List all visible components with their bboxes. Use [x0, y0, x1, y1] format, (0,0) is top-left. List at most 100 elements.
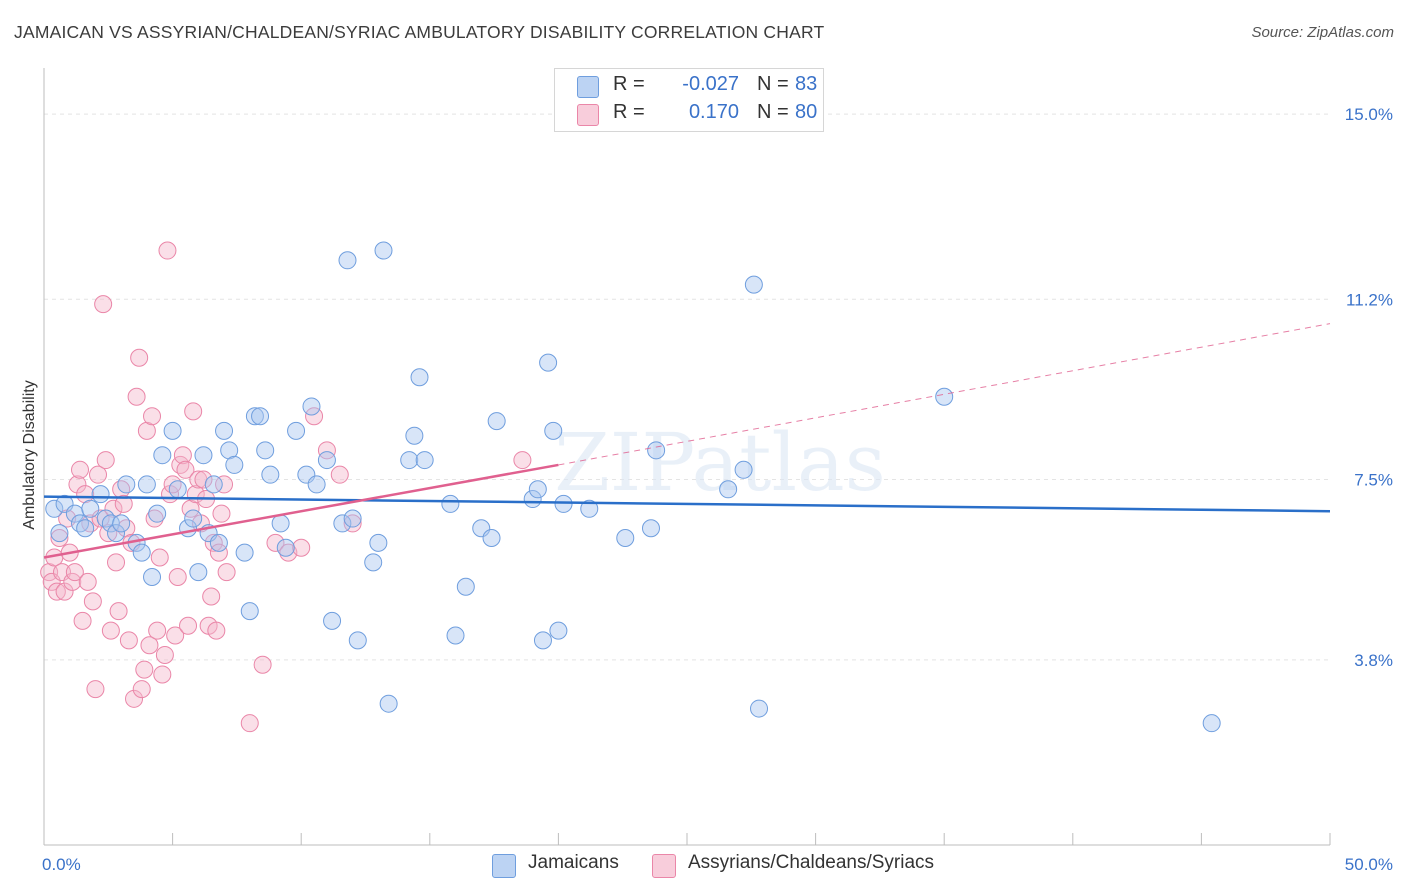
jamaican-point [76, 519, 95, 538]
jamaican-point [410, 368, 429, 387]
assyrian-point [104, 499, 123, 518]
assyrian-point [78, 572, 97, 591]
jamaican-point [50, 524, 69, 543]
assyrian-point [240, 714, 259, 733]
jamaican-point [245, 407, 264, 426]
jamaican-point [101, 514, 120, 533]
jamaican-point [744, 275, 763, 294]
assyrian-point [65, 563, 84, 582]
jamaican-point [153, 446, 172, 465]
y-tick-label: 7.5% [1354, 471, 1393, 490]
assyrian-point [253, 655, 272, 674]
jamaican-point [189, 563, 208, 582]
jamaican-point [137, 475, 156, 494]
jamaican-point [750, 699, 769, 718]
assyrian-point [71, 460, 90, 479]
jamaican-point [734, 460, 753, 479]
assyrian-point [107, 553, 126, 572]
assyrian-point [215, 475, 234, 494]
x-tick-label: 0.0% [42, 855, 81, 874]
legend-r-value: 0.170 [688, 101, 739, 123]
jamaican-point [549, 621, 568, 640]
jamaican-point [168, 480, 187, 499]
jamaican-point [209, 533, 228, 552]
jamaican-point [132, 543, 151, 562]
trend-lines [43, 323, 1331, 559]
jamaican-point [240, 602, 259, 621]
jamaican-point [374, 241, 393, 260]
y-tick-label: 11.2% [1346, 290, 1393, 309]
assyrian-trend-extension [558, 323, 1331, 466]
jamaican-point [307, 475, 326, 494]
x-tick-label: 50.0% [1345, 855, 1393, 874]
assyrian-point [317, 441, 336, 460]
jamaican-point [107, 524, 126, 543]
blue-swatch [492, 854, 516, 878]
jamaican-point [276, 538, 295, 557]
source-label: Source: ZipAtlas.com [1251, 24, 1394, 41]
assyrian-point [184, 402, 203, 421]
assyrian-point [114, 494, 133, 513]
assyrian-point [173, 446, 192, 465]
assyrian-point [155, 645, 174, 664]
assyrian-point [140, 636, 159, 655]
assyrian-point [94, 295, 113, 314]
jamaican-point [719, 480, 738, 499]
assyrian-point [137, 421, 156, 440]
assyrian-point [135, 660, 154, 679]
assyrian-point [207, 621, 226, 640]
legend-n-label: N = [757, 73, 789, 95]
jamaican-point [487, 412, 506, 431]
assyrian-point [153, 665, 172, 684]
jamaican-point [81, 499, 100, 518]
jamaican-point [935, 387, 954, 406]
jamaican-point [400, 451, 419, 470]
jamaican-point [348, 631, 367, 650]
assyrian-point [150, 548, 169, 567]
correlation-legend: R = -0.027 N = 83 R = 0.170 N = 80 [554, 68, 824, 132]
jamaican-point [225, 455, 244, 474]
jamaican-point [446, 626, 465, 645]
jamaican-point [163, 421, 182, 440]
assyrian-point [145, 509, 164, 528]
jamaican-point [441, 494, 460, 513]
assyrian-point [513, 451, 532, 470]
assyrian-point [292, 538, 311, 557]
assyrian-point [176, 460, 195, 479]
assyrian-point [125, 689, 144, 708]
jamaican-point [317, 451, 336, 470]
assyrian-point [212, 504, 231, 523]
assyrian-point [119, 631, 138, 650]
assyrian-point [96, 451, 115, 470]
jamaican-point [184, 509, 203, 528]
jamaican-point [554, 494, 573, 513]
jamaican-point [338, 251, 357, 270]
jamaican-point [143, 568, 162, 587]
assyrian-point [101, 621, 120, 640]
assyrian-point [179, 616, 198, 635]
assyrian-point [343, 514, 362, 533]
assyrian-point [47, 582, 66, 601]
jamaican-point [287, 421, 306, 440]
assyrian-trend-line [43, 463, 559, 559]
assyrian-point [202, 587, 221, 606]
jamaican-point [641, 519, 660, 538]
jamaican-point [369, 533, 388, 552]
assyrian-point [55, 582, 74, 601]
jamaican-point [580, 499, 599, 518]
jamaican-point [364, 553, 383, 572]
pink-swatch [577, 104, 599, 126]
legend-r-label: R = [613, 101, 645, 123]
pink-swatch [652, 854, 676, 878]
assyrian-point [132, 680, 151, 699]
legend-n-value: 80 [795, 101, 818, 123]
jamaican-point [616, 529, 635, 548]
assyrian-points [40, 241, 532, 733]
assyrian-point [158, 241, 177, 260]
jamaican-point [456, 577, 475, 596]
assyrian-point [130, 348, 149, 367]
jamaican-point [415, 451, 434, 470]
jamaican-point [117, 475, 136, 494]
assyrian-point [109, 602, 128, 621]
